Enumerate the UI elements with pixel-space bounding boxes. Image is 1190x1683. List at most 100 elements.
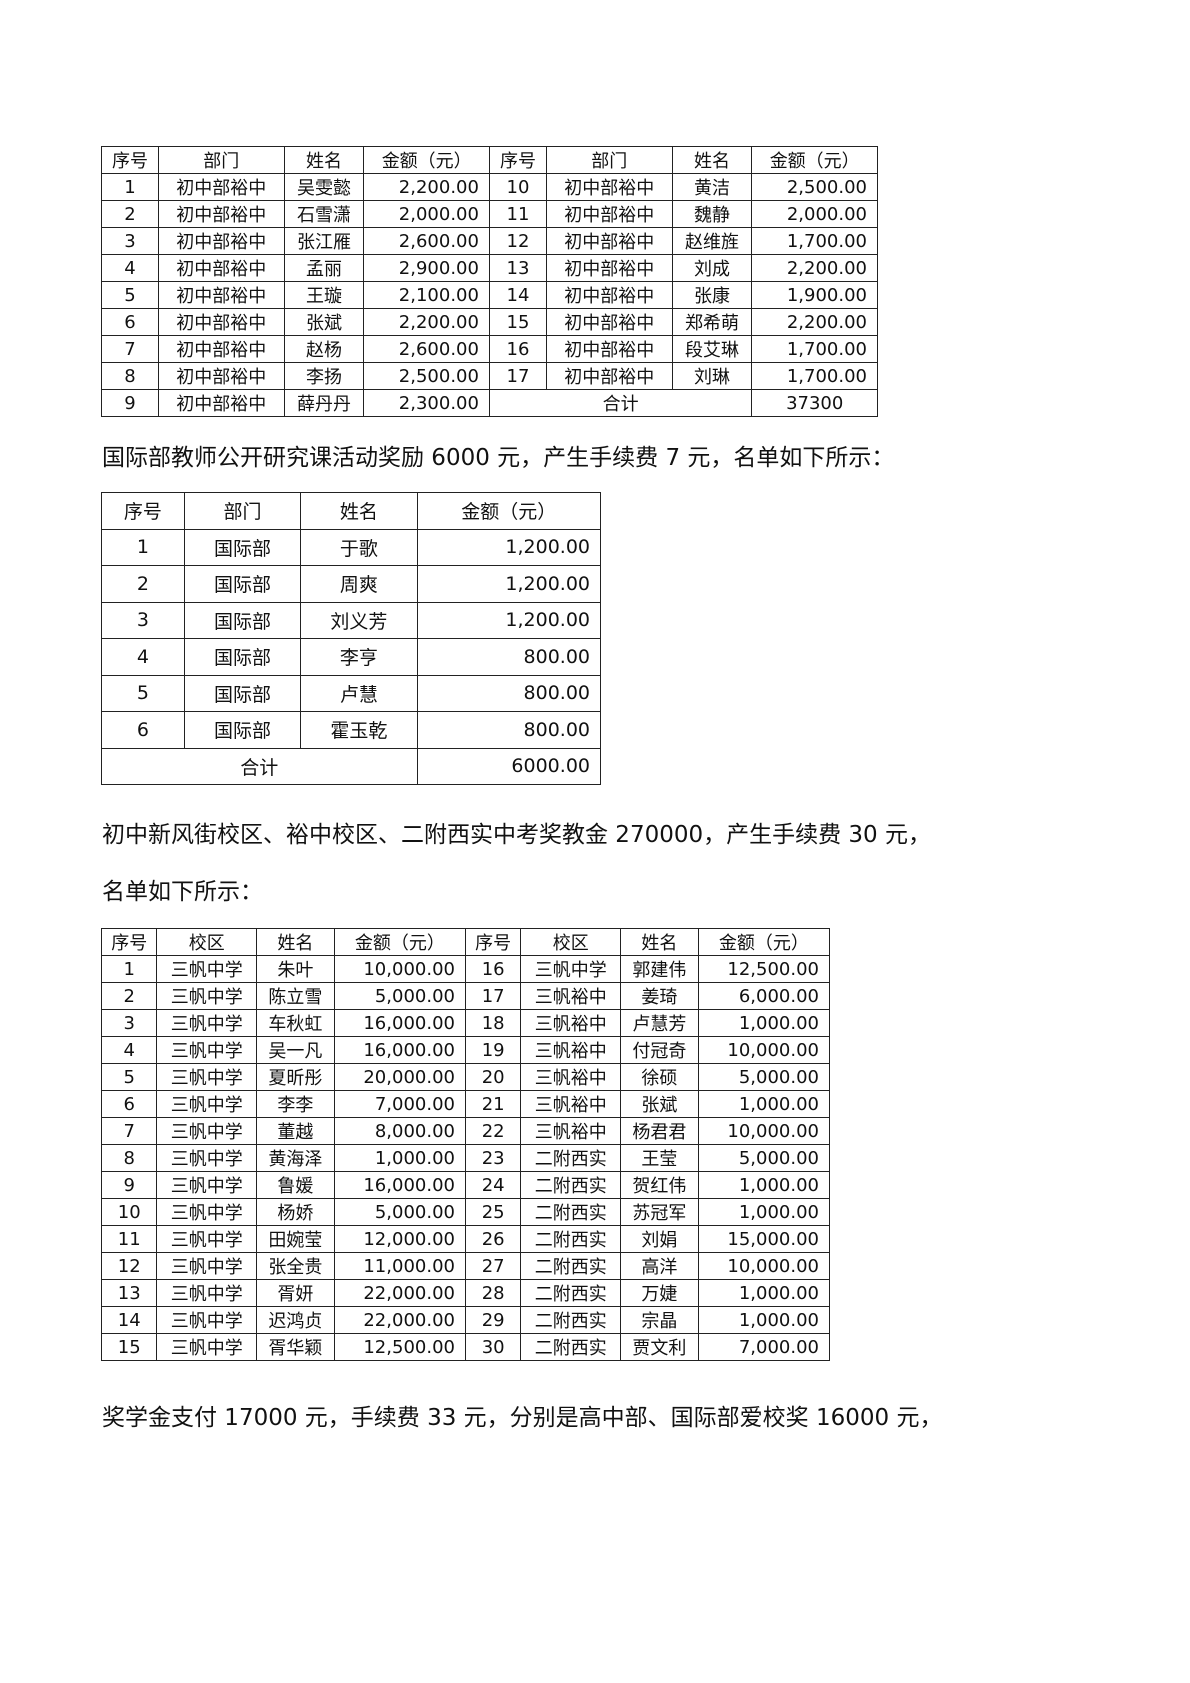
paragraph-list-intro: 名单如下所示：: [102, 879, 263, 905]
amount-cell: 800.00: [416, 674, 602, 712]
department-cell: 初中部裕中: [158, 281, 285, 309]
index-cell: 11: [100, 1225, 158, 1253]
name-cell: 孟丽: [283, 254, 365, 282]
department-cell: 国际部: [183, 674, 302, 712]
index-cell: 27: [464, 1252, 522, 1280]
index-cell: 17: [488, 362, 548, 390]
amount-cell: 1,700.00: [751, 335, 878, 363]
department-cell: 初中部裕中: [158, 200, 285, 228]
amount-cell: 10,000.00: [697, 1036, 831, 1064]
department-cell: 二附西实: [520, 1144, 622, 1172]
department-cell: 初中部裕中: [546, 281, 673, 309]
department-cell: 国际部: [183, 601, 302, 639]
department-cell: 三帆中学: [156, 1063, 258, 1091]
amount-cell: 6,000.00: [697, 982, 831, 1010]
paragraph-scholarship: 奖学金支付 17000 元，手续费 33 元，分别是高中部、国际部爱校奖 160…: [102, 1405, 943, 1431]
name-cell: 陈立雪: [256, 982, 335, 1010]
department-cell: 初中部裕中: [158, 335, 285, 363]
amount-cell: 2,500.00: [751, 173, 878, 201]
department-cell: 初中部裕中: [158, 362, 285, 390]
department-cell: 三帆中学: [156, 1171, 258, 1199]
department-cell: 三帆裕中: [520, 1063, 622, 1091]
department-cell: 三帆中学: [156, 1198, 258, 1226]
table-row: 4 国际部 李亨 800.00: [101, 638, 602, 676]
index-cell: 5: [100, 281, 160, 309]
department-cell: 三帆裕中: [520, 982, 622, 1010]
index-cell: 8: [100, 1144, 158, 1172]
header-cell: 序号: [488, 146, 548, 174]
index-cell: 26: [464, 1225, 522, 1253]
department-cell: 国际部: [183, 638, 302, 676]
index-cell: 28: [464, 1279, 522, 1307]
table-row: 1 国际部 于歌 1,200.00: [101, 528, 602, 566]
amount-cell: 2,000.00: [363, 200, 490, 228]
table-row: 8 三帆中学 黄海泽 1,000.00 23 二附西实 王莹 5,000.00: [100, 1144, 831, 1172]
header-cell: 金额（元）: [751, 146, 878, 174]
amount-cell: 2,900.00: [363, 254, 490, 282]
name-cell: 贺红伟: [620, 1171, 699, 1199]
amount-cell: 2,300.00: [363, 389, 490, 417]
amount-cell: 5,000.00: [697, 1063, 831, 1091]
index-cell: 10: [488, 173, 548, 201]
amount-cell: 10,000.00: [697, 1252, 831, 1280]
index-cell: 2: [100, 982, 158, 1010]
header-cell: 序号: [100, 146, 160, 174]
department-cell: 国际部: [183, 528, 302, 566]
table-row: 6 国际部 霍玉乾 800.00: [101, 711, 602, 749]
name-cell: 付冠奇: [620, 1036, 699, 1064]
index-cell: 5: [101, 674, 185, 712]
index-cell: 9: [100, 1171, 158, 1199]
index-cell: 13: [488, 254, 548, 282]
name-cell: 薛丹丹: [283, 389, 365, 417]
department-cell: 二附西实: [520, 1252, 622, 1280]
department-cell: 初中部裕中: [546, 173, 673, 201]
index-cell: 15: [488, 308, 548, 336]
table-row: 6 初中部裕中 张斌 2,200.00 15 初中部裕中 郑希萌 2,200.00: [100, 308, 878, 336]
index-cell: 23: [464, 1144, 522, 1172]
header-cell: 姓名: [256, 928, 335, 956]
name-cell: 张康: [671, 281, 753, 309]
amount-cell: 1,200.00: [416, 601, 602, 639]
department-cell: 国际部: [183, 711, 302, 749]
department-cell: 初中部裕中: [158, 173, 285, 201]
amount-cell: 12,000.00: [333, 1225, 466, 1253]
amount-cell: 2,200.00: [363, 308, 490, 336]
amount-cell: 1,000.00: [697, 1306, 831, 1334]
table-row: 13 三帆中学 胥妍 22,000.00 28 二附西实 万婕 1,000.00: [100, 1279, 831, 1307]
name-cell: 张全贵: [256, 1252, 335, 1280]
name-cell: 徐硕: [620, 1063, 699, 1091]
amount-cell: 16,000.00: [333, 1171, 466, 1199]
department-cell: 初中部裕中: [546, 254, 673, 282]
amount-cell: 20,000.00: [333, 1063, 466, 1091]
name-cell: 于歌: [300, 528, 418, 566]
index-cell: 29: [464, 1306, 522, 1334]
name-cell: 李李: [256, 1090, 335, 1118]
index-cell: 2: [100, 200, 160, 228]
department-cell: 二附西实: [520, 1279, 622, 1307]
table-row: 3 初中部裕中 张江雁 2,600.00 12 初中部裕中 赵维旌 1,700.00: [100, 227, 878, 255]
header-cell: 金额（元）: [333, 928, 466, 956]
name-cell: 迟鸿贞: [256, 1306, 335, 1334]
department-cell: 二附西实: [520, 1333, 622, 1361]
table-row: 11 三帆中学 田婉莹 12,000.00 26 二附西实 刘娟 15,000.00: [100, 1225, 831, 1253]
amount-cell: 1,700.00: [751, 362, 878, 390]
amount-cell: 12,500.00: [333, 1333, 466, 1361]
total-value: 37300: [751, 389, 878, 417]
header-cell: 部门: [183, 492, 302, 530]
header-cell: 序号: [101, 492, 185, 530]
name-cell: 刘娟: [620, 1225, 699, 1253]
header-cell: 姓名: [283, 146, 365, 174]
header-cell: 姓名: [671, 146, 753, 174]
name-cell: 朱叶: [256, 955, 335, 983]
header-cell: 姓名: [300, 492, 418, 530]
name-cell: 周爽: [300, 565, 418, 603]
department-cell: 二附西实: [520, 1306, 622, 1334]
index-cell: 22: [464, 1117, 522, 1145]
amount-cell: 10,000.00: [333, 955, 466, 983]
table-row: 1 初中部裕中 吴雯懿 2,200.00 10 初中部裕中 黄洁 2,500.00: [100, 173, 878, 201]
name-cell: 卢慧: [300, 674, 418, 712]
index-cell: 19: [464, 1036, 522, 1064]
header-cell: 序号: [464, 928, 522, 956]
department-cell: 三帆中学: [156, 955, 258, 983]
table-row: 7 三帆中学 董越 8,000.00 22 三帆裕中 杨君君 10,000.00: [100, 1117, 831, 1145]
